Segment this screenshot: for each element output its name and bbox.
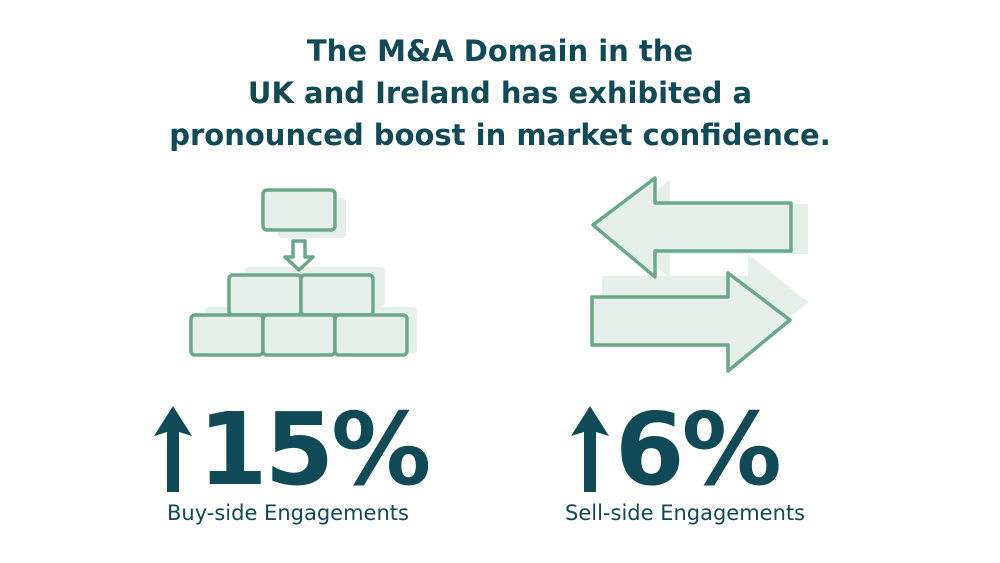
headline-line-3: pronounced boost in market confidence. — [169, 118, 831, 152]
headline-line-2: UK and Ireland has exhibited a — [247, 76, 753, 110]
arrow-up-icon — [154, 406, 192, 492]
stat-buy-side: 15% — [152, 391, 431, 508]
exchange-arrows-outline — [590, 176, 793, 373]
building-blocks-outline — [189, 188, 409, 357]
arrow-up-icon — [571, 406, 609, 492]
stat-sell-side: 6% — [569, 391, 782, 508]
stat-value-sell-side: 6% — [615, 391, 782, 508]
caption-sell-side: Sell-side Engagements — [565, 501, 806, 525]
caption-buy-side: Buy-side Engagements — [167, 501, 409, 525]
stat-value-buy-side: 15% — [198, 391, 431, 508]
headline-line-1: The M&A Domain in the — [306, 34, 694, 68]
headline: The M&A Domain in the UK and Ireland has… — [150, 30, 850, 156]
